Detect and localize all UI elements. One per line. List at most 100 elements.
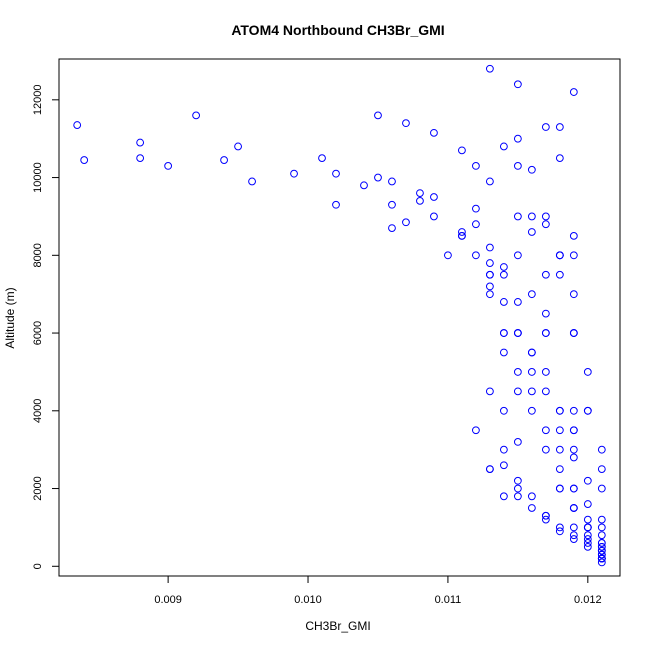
data-point: [499, 445, 508, 454]
data-point: [472, 426, 480, 435]
data-point: [555, 426, 564, 435]
data-point: [555, 123, 564, 131]
data-point: [527, 406, 536, 415]
data-point: [499, 270, 508, 279]
data-point: [499, 263, 508, 271]
data-point: [555, 270, 564, 279]
data-point: [597, 465, 606, 474]
y-tick-label: 4000: [32, 399, 44, 423]
data-point: [513, 80, 522, 89]
data-point: [527, 504, 536, 512]
data-point: [485, 64, 494, 73]
data-point: [555, 523, 564, 532]
data-point: [597, 546, 606, 555]
data-point: [527, 492, 536, 501]
x-axis: 0.009 0.010 0.011 0.012: [154, 575, 602, 606]
data-point: [360, 181, 368, 190]
data-point: [472, 161, 480, 170]
data-point: [583, 406, 592, 415]
data-point: [416, 189, 424, 198]
data-point: [485, 177, 494, 186]
data-point: [192, 111, 201, 120]
data-point: [388, 177, 396, 186]
data-point: [597, 523, 606, 532]
data-point: [485, 387, 494, 396]
data-point: [499, 298, 508, 306]
data-point: [569, 535, 578, 543]
data-point: [583, 535, 592, 543]
y-axis-label: Altitude (m): [3, 287, 17, 348]
data-point: [458, 231, 466, 240]
data-point: [583, 523, 592, 532]
data-point: [73, 121, 82, 129]
data-point: [527, 212, 536, 221]
data-point: [472, 251, 480, 260]
data-point: [416, 196, 424, 205]
data-point: [569, 426, 578, 435]
data-point: [583, 476, 592, 485]
data-point: [527, 348, 536, 357]
data-point: [388, 200, 396, 209]
data-point: [388, 224, 396, 232]
data-point: [332, 169, 340, 178]
data-point: [499, 142, 508, 151]
data-point: [374, 111, 382, 120]
data-point: [430, 193, 438, 201]
data-point: [527, 290, 536, 299]
data-point: [541, 329, 550, 337]
data-point: [513, 329, 522, 337]
data-point: [499, 406, 508, 415]
chart-title: ATOM4 Northbound CH3Br_GMI: [231, 22, 444, 38]
data-point: [555, 406, 564, 415]
data-point: [499, 461, 508, 470]
data-point: [485, 259, 494, 267]
data-point: [527, 228, 536, 236]
data-point: [541, 515, 550, 524]
data-point: [541, 511, 550, 520]
data-point: [597, 445, 606, 454]
data-point: [513, 476, 522, 485]
data-point: [583, 531, 592, 540]
data-point: [513, 387, 522, 396]
data-point: [290, 169, 298, 178]
data-point: [597, 515, 606, 524]
data-point: [458, 146, 466, 155]
data-point: [541, 426, 550, 435]
data-point: [234, 142, 242, 151]
data-point: [374, 173, 382, 182]
data-point: [597, 531, 606, 540]
data-points: [73, 64, 606, 567]
data-point: [318, 154, 326, 163]
y-tick-label: 6000: [32, 321, 44, 345]
y-tick-label: 8000: [32, 243, 44, 267]
data-point: [569, 290, 578, 299]
data-point: [583, 542, 592, 551]
data-point: [248, 177, 256, 186]
data-point: [402, 119, 410, 128]
y-tick-label: 0: [32, 563, 44, 569]
data-point: [569, 251, 578, 260]
data-point: [555, 484, 564, 493]
data-point: [541, 270, 550, 279]
data-point: [541, 123, 550, 131]
data-point: [513, 298, 522, 306]
data-point: [513, 492, 522, 501]
data-point: [597, 558, 606, 567]
data-point: [472, 220, 480, 229]
data-point: [597, 542, 606, 551]
plot-frame: [58, 58, 621, 577]
data-point: [555, 445, 564, 454]
data-point: [513, 368, 522, 376]
x-tick-label: 0.010: [294, 594, 322, 606]
data-point: [513, 134, 522, 143]
data-point: [569, 88, 578, 96]
data-point: [541, 220, 550, 229]
x-tick-label: 0.009: [154, 594, 182, 606]
data-point: [569, 231, 578, 240]
data-point: [430, 212, 438, 221]
data-point: [485, 290, 494, 299]
data-point: [541, 212, 550, 221]
data-point: [164, 161, 173, 170]
data-point: [444, 251, 452, 260]
data-point: [485, 270, 494, 279]
